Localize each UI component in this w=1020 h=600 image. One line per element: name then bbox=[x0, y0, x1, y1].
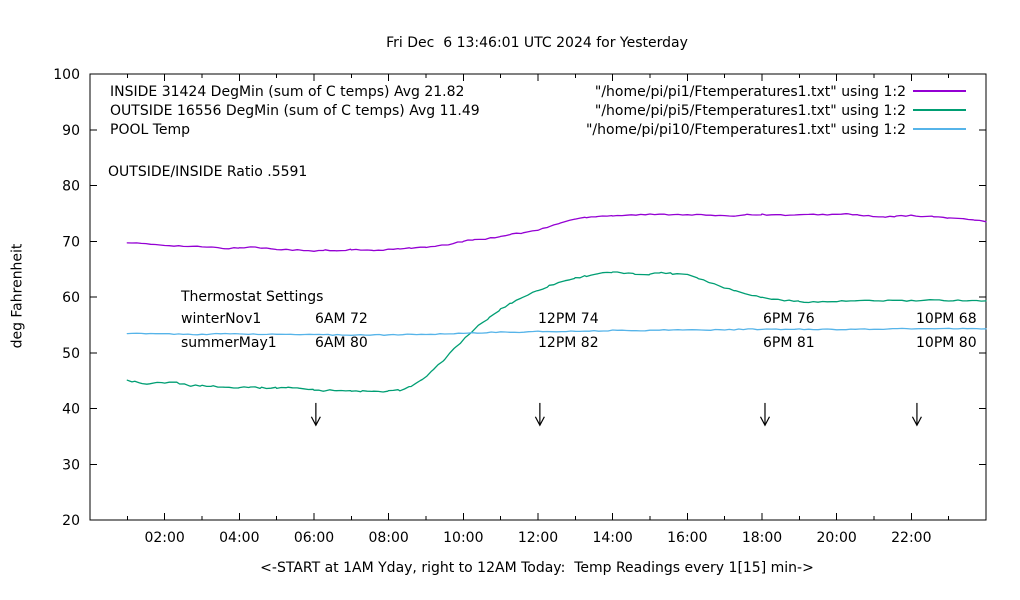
thermostat-cell: 6AM 72 bbox=[315, 311, 368, 327]
thermostat-cell: 12PM 82 bbox=[538, 335, 599, 351]
x-axis-label: <-START at 1AM Yday, right to 12AM Today… bbox=[260, 560, 814, 576]
down-arrow-icon bbox=[534, 416, 545, 427]
y-tick-label: 30 bbox=[62, 457, 80, 473]
y-axis-label: deg Fahrenheit bbox=[9, 243, 26, 349]
y-tick-label: 40 bbox=[62, 402, 80, 418]
chart-title: Fri Dec 6 13:46:01 UTC 2024 for Yesterda… bbox=[386, 35, 688, 51]
thermostat-cell: 6PM 81 bbox=[763, 335, 815, 351]
legend-entry-pool-file: "/home/pi/pi10/Ftemperatures1.txt" using… bbox=[585, 122, 906, 138]
x-tick-label: 20:00 bbox=[816, 530, 856, 546]
series-line-outside bbox=[126, 271, 987, 393]
legend-entry-inside-file: "/home/pi/pi1/Ftemperatures1.txt" using … bbox=[594, 84, 906, 100]
x-tick-label: 06:00 bbox=[294, 530, 334, 546]
ratio-annotation: OUTSIDE/INSIDE Ratio .5591 bbox=[108, 164, 308, 180]
y-tick-label: 90 bbox=[62, 123, 80, 139]
legend-entry-inside-label: INSIDE 31424 DegMin (sum of C temps) Avg… bbox=[110, 84, 465, 100]
thermostat-cell: 6PM 76 bbox=[763, 311, 815, 327]
y-tick-label: 70 bbox=[62, 234, 80, 250]
legend-entry-outside-label: OUTSIDE 16556 DegMin (sum of C temps) Av… bbox=[110, 103, 480, 119]
thermostat-cell: 12PM 74 bbox=[538, 311, 599, 327]
x-tick-label: 22:00 bbox=[891, 530, 931, 546]
legend-entry-pool-label: POOL Temp bbox=[110, 122, 191, 138]
down-arrow-icon bbox=[759, 416, 771, 427]
thermostat-cell: 10PM 80 bbox=[916, 335, 977, 351]
y-tick-label: 20 bbox=[62, 513, 80, 529]
thermostat-cell: 10PM 68 bbox=[916, 311, 977, 327]
x-tick-label: 12:00 bbox=[518, 530, 558, 546]
thermostat-header: Thermostat Settings bbox=[181, 289, 324, 305]
x-tick-label: 14:00 bbox=[592, 530, 632, 546]
series-line-pool-temp bbox=[126, 327, 987, 336]
x-tick-label: 18:00 bbox=[742, 530, 782, 546]
thermostat-cell: 6AM 80 bbox=[315, 335, 368, 351]
x-tick-label: 04:00 bbox=[219, 530, 259, 546]
x-tick-label: 16:00 bbox=[667, 530, 707, 546]
thermostat-row-label-winter: winterNov1 bbox=[181, 311, 262, 327]
thermostat-row-label-summer: summerMay1 bbox=[181, 335, 277, 351]
y-tick-label: 100 bbox=[53, 67, 80, 83]
x-tick-label: 02:00 bbox=[144, 530, 184, 546]
x-tick-label: 10:00 bbox=[443, 530, 483, 546]
legend-line-sample-outside bbox=[913, 109, 966, 111]
down-arrow-icon bbox=[911, 416, 922, 427]
y-tick-label: 80 bbox=[62, 179, 80, 195]
y-tick-label: 50 bbox=[62, 346, 80, 362]
legend-entry-outside-file: "/home/pi/pi5/Ftemperatures1.txt" using … bbox=[594, 103, 906, 119]
y-tick-label: 60 bbox=[62, 290, 80, 306]
legend-line-sample-pool bbox=[913, 128, 966, 130]
down-arrow-icon bbox=[310, 416, 321, 427]
series-line-inside bbox=[126, 213, 987, 252]
x-tick-label: 08:00 bbox=[368, 530, 408, 546]
legend-line-sample-inside bbox=[913, 90, 966, 92]
